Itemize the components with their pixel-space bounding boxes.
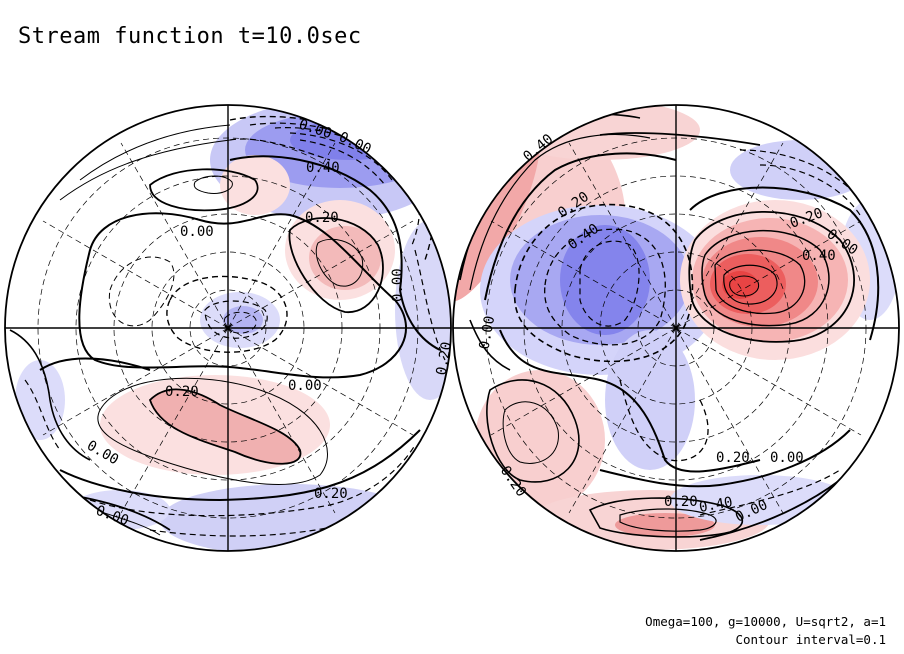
contour-neg-center-a <box>166 275 288 353</box>
contour-pos-right-inner <box>315 238 364 287</box>
contour-pos-bottom-2 <box>619 508 717 532</box>
contour-zero-topright <box>229 155 403 291</box>
right-contours <box>459 113 880 541</box>
contour-pos-right-1 <box>688 210 855 343</box>
contour-zero-left-edge <box>9 329 91 461</box>
contour-neg-topright-4 <box>289 132 393 181</box>
contour-neg-bottomright <box>699 469 841 516</box>
right-label-5: 0.40 <box>802 248 836 264</box>
pos-region-right-4 <box>722 271 758 299</box>
left-label-4: 0.00 <box>180 224 214 240</box>
contour-zero-bottomright <box>699 479 841 541</box>
contour-pos-right-2 <box>701 230 830 327</box>
neg-region-left-edge <box>15 360 65 440</box>
contour-neg-rightedge <box>414 249 446 361</box>
contour-neg-lowcenter <box>619 379 709 462</box>
left-label-8: 0.00 <box>288 378 322 394</box>
contour-pos-topcenter <box>149 168 259 212</box>
neg-region-center-core <box>223 306 263 334</box>
neg-region-lowcenter <box>605 330 695 470</box>
pos-region-bottomleft <box>475 370 605 510</box>
contour-pos-bottom-outer <box>97 377 328 485</box>
left-contour-labels: 0.00 0.00 0.40 0.20 0.00 0.00 0.20 0.20 … <box>84 117 455 530</box>
contour-zero-center-loop <box>499 329 761 473</box>
contour-pos-topcenter-inner <box>193 175 233 194</box>
right-label-10: 0.40 <box>698 494 734 516</box>
contour-top-left-2 <box>79 124 231 181</box>
contour-pos-right-3 <box>714 249 806 315</box>
contour-neg-center-1 <box>513 203 694 363</box>
contour-zero-top <box>599 132 761 146</box>
contour-neg-center-3 <box>579 240 640 327</box>
footnote-parameters: Omega=100, g=10000, U=sqrt2, a=1 <box>645 614 886 629</box>
contour-neg-topright-1 <box>229 115 435 261</box>
contour-zero-bottom <box>599 429 851 488</box>
left-pole-marker <box>223 323 233 333</box>
left-label-10: 0.20 <box>314 486 348 502</box>
contour-neg-bottom-1 <box>89 444 416 517</box>
contour-zero-main <box>78 212 407 379</box>
contour-neg-left <box>108 256 175 327</box>
contour-zero-topleft <box>484 152 677 301</box>
plot-title: Stream function t=10.0sec <box>18 24 362 49</box>
left-label-3: 0.20 <box>305 210 339 226</box>
footnote-contour-interval: Contour interval=0.1 <box>735 632 886 647</box>
contour-pos-bottomleft <box>486 379 580 483</box>
contour-pos-right-4 <box>723 264 778 305</box>
pos-region-centertop <box>220 155 290 215</box>
right-label-9: 0.20 <box>664 494 698 510</box>
contour-neg-center-b <box>204 300 268 339</box>
contour-neg-center-2 <box>544 228 666 346</box>
contour-pos-right <box>288 217 384 313</box>
left-label-6: 0.20 <box>434 341 456 377</box>
contour-pos-bottom-1 <box>588 497 744 538</box>
pos-region-right-core <box>309 226 381 290</box>
contour-pos-right-5 <box>729 275 760 297</box>
left-hemisphere-border <box>4 104 452 552</box>
contour-pos-bottomleft-2 <box>502 401 559 464</box>
contour-zero-leftedge <box>469 319 511 371</box>
contour-neg-topright-5 <box>299 139 386 186</box>
contour-neg-topright-6 <box>229 138 331 161</box>
right-label-7: 0.20 <box>716 450 750 466</box>
right-pole-marker <box>671 323 681 333</box>
contour-zero-bottom <box>39 357 151 371</box>
left-label-7: 0.20 <box>165 384 199 400</box>
contour-pos-bottom <box>148 388 302 465</box>
right-label-6: 0.00 <box>477 315 499 351</box>
right-hemisphere-border <box>452 104 900 552</box>
right-label-8: 0.00 <box>770 450 804 466</box>
contour-neg-topright-2 <box>759 164 861 216</box>
contour-zero-right <box>689 186 880 341</box>
contour-top-left <box>59 139 231 201</box>
left-hemisphere: 0.00 0.00 0.40 0.20 0.00 0.00 0.20 0.20 … <box>4 104 455 552</box>
contour-neg-left-edge <box>24 379 61 451</box>
left-label-2: 0.40 <box>306 160 340 176</box>
right-hemisphere: 0.40 0.20 0.40 0.20 0.00 0.40 0.00 0.20 … <box>452 104 900 552</box>
left-label-5: 0.00 <box>390 268 406 302</box>
pos-region-bottom-core <box>150 389 301 464</box>
neg-region-center-core <box>560 225 650 335</box>
right-shading <box>453 105 899 550</box>
